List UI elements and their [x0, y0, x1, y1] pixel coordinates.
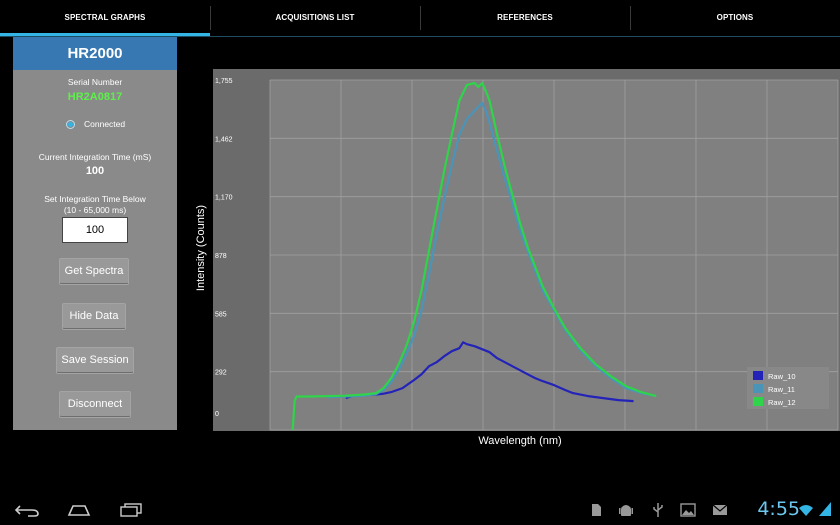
email-icon: [712, 504, 728, 515]
spectral-chart-svg: 1002884756628501,0381,2251,4121,60002925…: [215, 78, 839, 431]
device-title: HR2000: [13, 37, 177, 70]
tab-divider: [0, 36, 840, 37]
hide-data-button[interactable]: Hide Data: [63, 304, 125, 329]
y-tick-label: 585: [215, 311, 227, 318]
sd-card-icon: [592, 504, 601, 516]
system-nav-bar: 4:55: [0, 495, 840, 525]
signal-battery-icon: [819, 502, 831, 516]
integration-time-input[interactable]: 100: [62, 217, 128, 243]
y-tick-label: 878: [215, 253, 227, 260]
back-icon[interactable]: [14, 503, 40, 517]
tab-options[interactable]: OPTIONS: [630, 0, 840, 36]
y-tick-label: 1,755: [215, 78, 233, 85]
serial-number-value: HR2A0817: [67, 91, 123, 103]
y-axis-label: Intensity (Counts): [195, 204, 207, 292]
device-panel: HR2000 Serial Number HR2A0817 Connected …: [13, 37, 177, 430]
y-tick-label: 0: [215, 411, 219, 418]
series-line-raw-10: [345, 341, 634, 403]
integration-time-value: 100: [85, 165, 105, 177]
legend-label: Raw_10: [768, 372, 796, 381]
connected-label: Connected: [84, 119, 126, 129]
legend-label: Raw_12: [768, 398, 796, 407]
serial-number-label: Serial Number: [67, 77, 123, 87]
y-tick-label: 1,462: [215, 136, 233, 143]
clock: 4:55: [757, 498, 800, 520]
usb-icon: [653, 503, 663, 517]
home-icon[interactable]: [66, 503, 92, 517]
android-debug-icon: [619, 505, 633, 516]
spectral-chart[interactable]: 1002884756628501,0381,2251,4121,60002925…: [213, 69, 840, 431]
y-tick-label: 1,170: [215, 195, 233, 202]
series-line-raw-11: [326, 101, 657, 399]
legend-swatch: [753, 397, 763, 406]
tab-bar: SPECTRAL GRAPHS ACQUISITIONS LIST REFERE…: [0, 0, 840, 36]
disconnect-button[interactable]: Disconnect: [60, 392, 130, 417]
recent-apps-icon[interactable]: [118, 503, 144, 517]
tab-acquisitions-list[interactable]: ACQUISITIONS LIST: [210, 0, 420, 36]
connected-radio[interactable]: [66, 119, 75, 129]
connection-status: Connected: [66, 119, 125, 129]
tab-spectral-graphs[interactable]: SPECTRAL GRAPHS: [0, 0, 210, 36]
integration-time-label: Current Integration Time (mS): [38, 152, 152, 162]
tab-references[interactable]: REFERENCES: [420, 0, 630, 36]
save-session-button[interactable]: Save Session: [57, 348, 133, 373]
series-line-raw-12: [291, 81, 657, 431]
legend-swatch: [753, 371, 763, 380]
get-spectra-button[interactable]: Get Spectra: [60, 259, 128, 284]
legend-label: Raw_11: [768, 385, 795, 394]
x-axis-label-outside: Wavelength (nm): [478, 435, 562, 447]
set-integration-range: (10 - 65,000 ms): [63, 205, 127, 215]
gallery-icon: [680, 503, 696, 517]
wifi-icon: [799, 505, 813, 516]
legend-swatch: [753, 384, 763, 393]
set-integration-label: Set Integration Time Below: [44, 194, 146, 204]
y-tick-label: 292: [215, 370, 227, 377]
